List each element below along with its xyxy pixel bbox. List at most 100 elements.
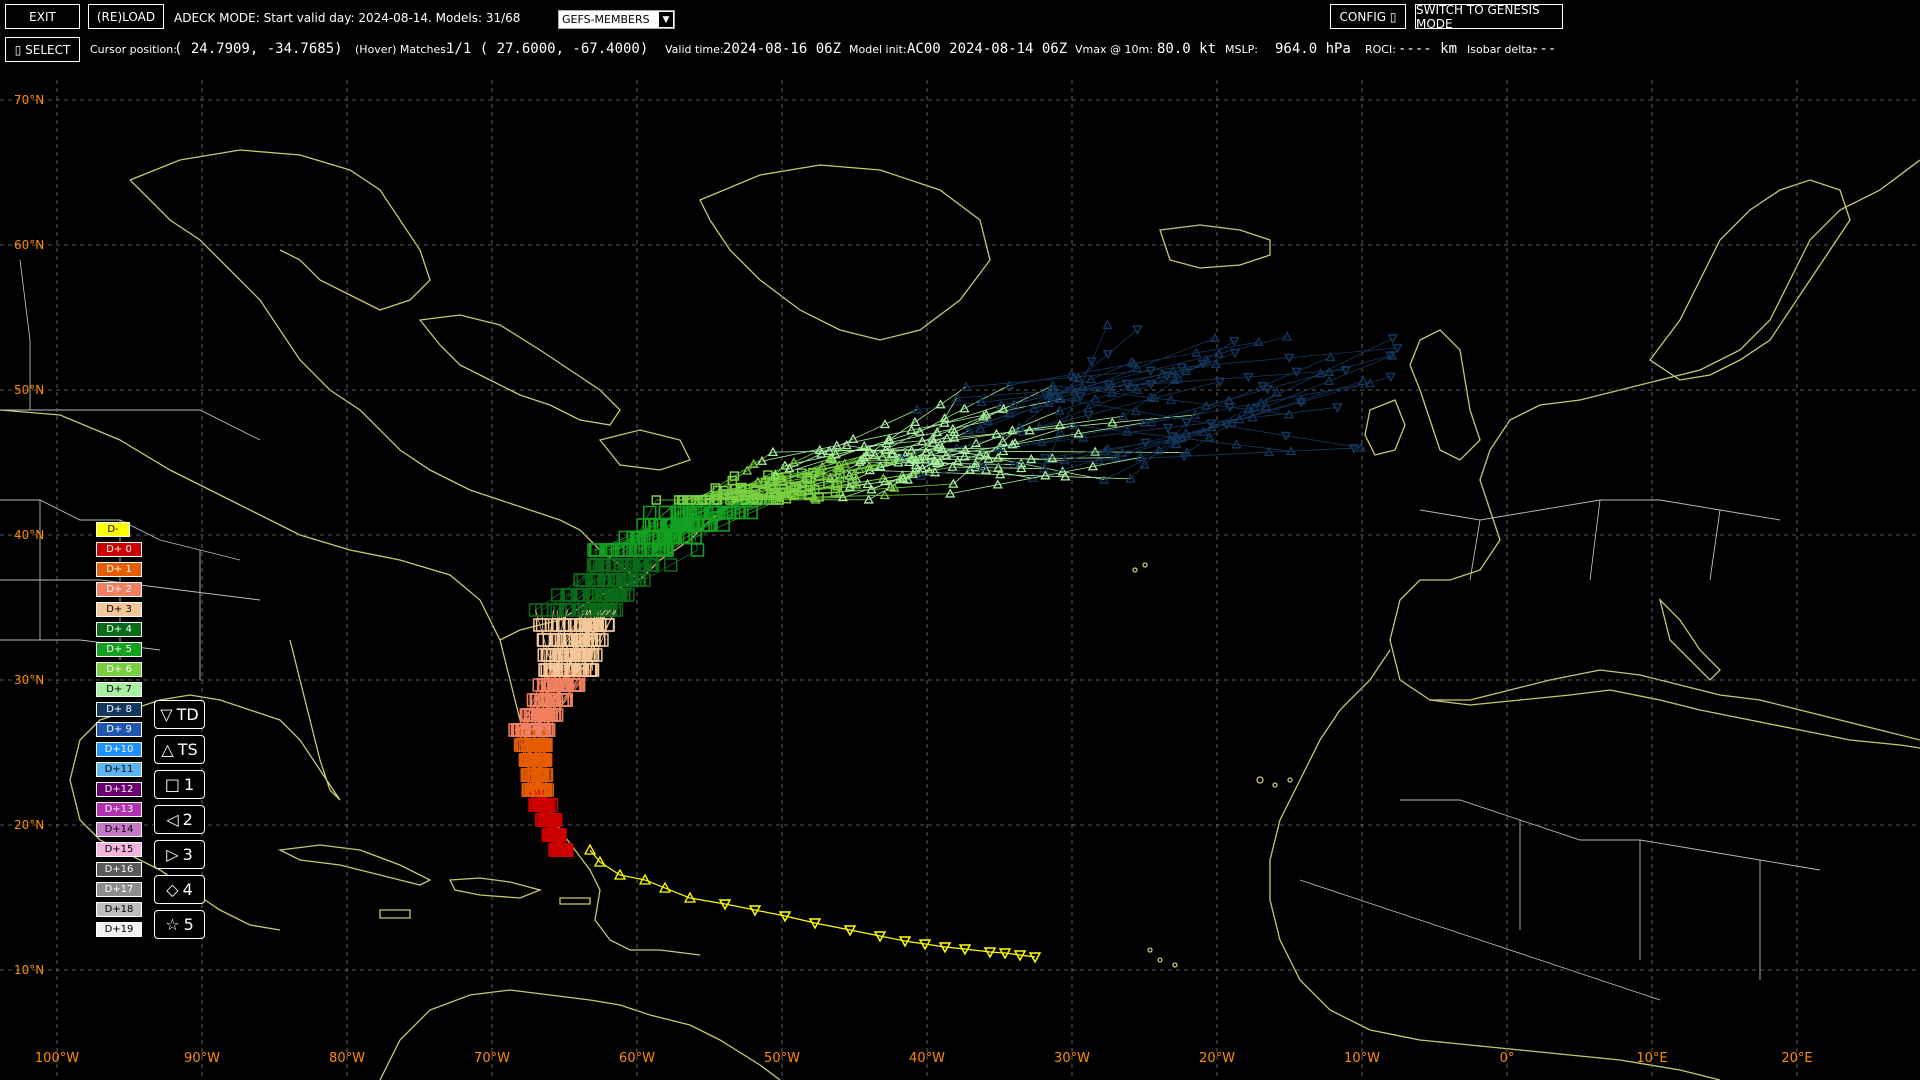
track-point (844, 481, 855, 491)
track-point (748, 905, 762, 917)
track-segment (919, 408, 965, 433)
track-point (546, 663, 560, 677)
track-segment (640, 537, 660, 551)
track-point (683, 505, 698, 520)
track-point (843, 925, 857, 937)
track-point (587, 618, 602, 632)
track-point (1004, 408, 1015, 418)
lon-label: 10°E (1636, 1051, 1667, 1066)
track-segment (594, 609, 606, 626)
legend-symbol-item: △ TS (154, 735, 205, 764)
track-segment (852, 423, 886, 440)
track-segment (1136, 337, 1216, 369)
config-button[interactable]: CONFIG ▯ (1330, 4, 1406, 29)
track-segment (535, 609, 541, 626)
track-segment (529, 699, 538, 716)
lon-label: 60°W (619, 1051, 655, 1066)
legend-symbol-icon: ▽ (160, 705, 173, 724)
track-segment (869, 470, 936, 473)
track-point (1140, 438, 1151, 448)
legend-symbol-item: □ 1 (154, 770, 205, 799)
track-point (587, 558, 602, 572)
legend-day-item: D+19 (96, 922, 142, 937)
lon-label: 30°W (1054, 1051, 1090, 1066)
track-point (880, 476, 891, 486)
valid-time-value: 2024-08-16 06Z (723, 41, 842, 57)
track-map[interactable]: 70°N 60°N 50°N 40°N 30°N 20°N 10°N 100°W 90°W 80°… (0, 80, 1920, 1080)
track-point (935, 399, 946, 409)
track-segment (629, 564, 645, 581)
reload-button[interactable]: (RE)LOAD (88, 4, 164, 29)
track-segment (966, 376, 1074, 388)
track-point (528, 798, 542, 812)
legend-day-item: D+17 (96, 882, 142, 897)
legend-day-item: D+ 7 (96, 682, 142, 697)
track-point (796, 486, 807, 497)
track-point (784, 463, 795, 473)
track-segment (670, 549, 698, 566)
track-segment (1064, 451, 1106, 461)
track-point (862, 478, 873, 488)
track-segment (998, 437, 1084, 449)
track-point (1281, 331, 1293, 341)
track-point (1047, 453, 1058, 463)
track-segment (1012, 433, 1079, 445)
track-point (633, 543, 648, 557)
track-point (1117, 410, 1129, 421)
track-point (981, 450, 992, 460)
track-segment (531, 714, 548, 731)
track-point (779, 484, 789, 495)
track-segment (702, 489, 756, 501)
track-segment (1107, 329, 1138, 355)
chevron-down-icon[interactable]: ▼ (659, 12, 673, 27)
track-segment (546, 654, 553, 671)
model-init-value: AC00 2024-08-14 06Z (907, 41, 1068, 57)
track-point (958, 944, 972, 956)
track-point (824, 445, 835, 455)
track-segment (580, 564, 595, 581)
track-segment (591, 654, 593, 671)
track-point (1387, 334, 1398, 344)
isobar-delta-value: --- (1531, 41, 1557, 57)
track-segment (1083, 427, 1168, 439)
best-track (583, 843, 1042, 964)
track-point (1324, 366, 1335, 377)
track-point (1102, 319, 1113, 330)
track-segment (565, 624, 575, 641)
legend-symbol-icon: ☆ (165, 915, 180, 934)
track-segment (831, 440, 889, 459)
track-point (1040, 470, 1051, 480)
track-point (658, 881, 672, 893)
track-point (1054, 419, 1065, 430)
track-segment (683, 488, 746, 501)
track-segment (553, 819, 561, 836)
track-point (814, 492, 824, 502)
track-point (993, 462, 1004, 472)
track-segment (1065, 476, 1131, 480)
track-segment (837, 456, 865, 469)
track-segment (1144, 405, 1207, 424)
track-point (824, 453, 835, 463)
select-button[interactable]: ▯ SELECT (5, 37, 80, 62)
track-segment (1248, 369, 1346, 378)
track-segment (587, 594, 591, 611)
track-segment (1082, 370, 1151, 388)
track-segment (1108, 373, 1163, 386)
legend-day-item: D+15 (96, 842, 142, 857)
genesis-mode-button[interactable]: SWITCH TO GENESIS MODE (1415, 3, 1563, 31)
track-point (546, 603, 561, 617)
track-point (1340, 365, 1351, 376)
track-point (1043, 397, 1055, 407)
valid-time-label: Valid time: (665, 43, 724, 56)
track-segment (595, 609, 612, 626)
track-point (718, 899, 732, 911)
model-select[interactable]: GEFS-MEMBERS ▼ (558, 10, 675, 29)
track-segment (1145, 432, 1187, 443)
track-segment (552, 684, 568, 701)
track-segment (1104, 442, 1146, 452)
track-point (1139, 417, 1150, 427)
exit-button[interactable]: EXIT (5, 4, 80, 29)
track-segment (1019, 402, 1050, 428)
track-segment (793, 449, 820, 463)
track-segment (745, 477, 808, 490)
